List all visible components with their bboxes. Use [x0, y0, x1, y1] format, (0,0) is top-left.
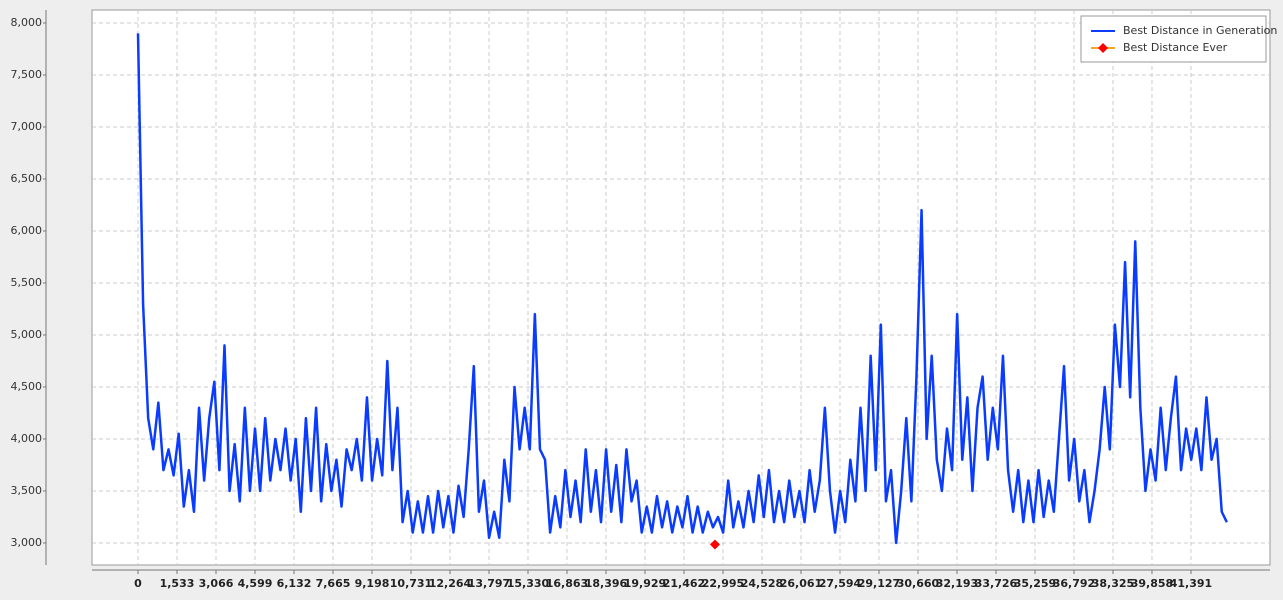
y-tick-label: 3,000	[11, 536, 43, 549]
x-tick-label: 39,858	[1131, 577, 1173, 590]
plot-area	[91, 9, 1271, 566]
legend-box	[1080, 15, 1267, 63]
y-tick-label: 7,500	[11, 68, 43, 81]
x-tick-label: 35,259	[1014, 577, 1056, 590]
x-tick-label: 26,061	[780, 577, 822, 590]
x-tick-label: 41,391	[1170, 577, 1212, 590]
x-tick-label: 36,792	[1053, 577, 1095, 590]
x-tick-label: 4,599	[238, 577, 273, 590]
x-tick-label: 12,264	[429, 577, 472, 590]
x-tick-label: 10,731	[390, 577, 432, 590]
legend-label: Best Distance Ever	[1123, 41, 1228, 54]
x-tick-label: 1,533	[160, 577, 195, 590]
x-tick-label: 21,462	[663, 577, 705, 590]
x-tick-label: 19,929	[624, 577, 666, 590]
x-tick-label: 7,665	[316, 577, 351, 590]
y-tick-label: 6,000	[11, 224, 43, 237]
x-tick-label: 6,132	[277, 577, 312, 590]
x-tick-label: 9,198	[355, 577, 390, 590]
x-tick-label: 30,660	[897, 577, 940, 590]
x-tick-label: 13,797	[468, 577, 510, 590]
series-line	[136, 33, 1228, 545]
y-tick-label: 3,500	[11, 484, 43, 497]
x-tick-label: 0	[134, 577, 142, 590]
x-tick-label: 15,330	[507, 577, 550, 590]
y-tick-label: 5,500	[11, 276, 43, 289]
y-tick-label: 4,000	[11, 432, 43, 445]
x-tick-label: 24,528	[741, 577, 783, 590]
x-tick-label: 33,726	[975, 577, 1018, 590]
x-tick-label: 22,995	[702, 577, 744, 590]
legend-marker	[1098, 43, 1108, 53]
x-tick-label: 18,396	[585, 577, 628, 590]
x-tick-label: 29,127	[858, 577, 900, 590]
x-tick-label: 27,594	[819, 577, 862, 590]
y-tick-label: 6,500	[11, 172, 43, 185]
x-tick-label: 16,863	[546, 577, 588, 590]
x-tick-label: 3,066	[199, 577, 234, 590]
y-tick-label: 8,000	[11, 16, 43, 29]
y-tick-label: 5,000	[11, 328, 43, 341]
legend-label: Best Distance in Generation	[1123, 24, 1277, 37]
marker	[709, 539, 720, 550]
x-tick-label: 32,193	[936, 577, 978, 590]
y-tick-label: 7,000	[11, 120, 43, 133]
x-tick-label: 38,325	[1092, 577, 1134, 590]
y-tick-label: 4,500	[11, 380, 43, 393]
